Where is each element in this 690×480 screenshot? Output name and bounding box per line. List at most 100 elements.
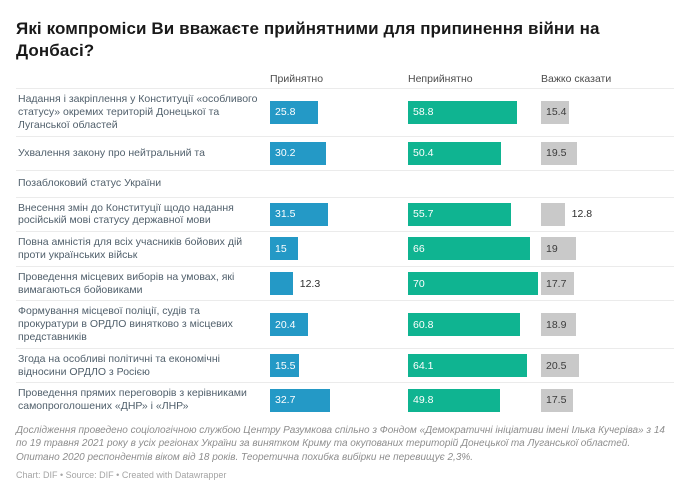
bar-cell-hard-to-say: 17.7: [541, 267, 674, 301]
chart-row: Проведення прямих переговорів з керівник…: [16, 382, 674, 417]
bar-hard-to-say: 15.4: [541, 100, 570, 124]
bar-hard-to-say: 17.7: [541, 272, 574, 296]
bar-hard-to-say: [541, 202, 565, 226]
bar-cell-unacceptable: 60.8: [408, 301, 541, 347]
chart-row: Позаблоковий статус України: [16, 169, 674, 197]
bar-cell-unacceptable: 58.8: [408, 89, 541, 135]
bar-cell-hard-to-say: 20.5: [541, 349, 674, 383]
bar-value: 15.4: [546, 106, 567, 119]
bar-value: 50.4: [413, 147, 434, 160]
bar-value: 55.7: [413, 208, 434, 221]
chart-row: Проведення місцевих виборів на умовах, я…: [16, 265, 674, 301]
column-header-unacceptable: Неприйнятно: [408, 73, 473, 86]
bar-hard-to-say: 20.5: [541, 354, 579, 378]
bar-unacceptable: 60.8: [408, 313, 521, 337]
bar-value: 49.8: [413, 394, 434, 407]
bar-value: 15.5: [275, 359, 296, 372]
bar-acceptable: 32.7: [270, 388, 331, 412]
bar-value: 19: [546, 242, 558, 255]
bar-cell-hard-to-say: 12.8: [541, 198, 674, 232]
bar-cell-hard-to-say: 17.5: [541, 383, 674, 417]
bar-cell-hard-to-say: 19: [541, 232, 674, 266]
bar-value: 17.7: [546, 277, 567, 290]
bar-value: 32.7: [275, 394, 296, 407]
bar-value: 20.4: [275, 318, 296, 331]
chart-title-line1: Які компроміси Ви вважаєте прийнятними д…: [16, 19, 600, 38]
bar-value: 70: [413, 277, 425, 290]
bar-cell-acceptable: 31.5: [270, 198, 408, 232]
bar-cell-unacceptable: 70: [408, 267, 541, 301]
bar-unacceptable: 58.8: [408, 100, 517, 124]
bar-cell-hard-to-say: 15.4: [541, 89, 674, 135]
bar-value: 15: [275, 242, 287, 255]
bar-acceptable: 31.5: [270, 202, 329, 226]
column-headers: Прийнятно Неприйнятно Важко сказати: [16, 67, 674, 85]
bar-cell-unacceptable: 64.1: [408, 349, 541, 383]
chart-row: Ухвалення закону про нейтральний та 30.2 5…: [16, 135, 674, 170]
bar-cell-unacceptable: 66: [408, 232, 541, 266]
bar-acceptable: 25.8: [270, 100, 318, 124]
column-header-hard-to-say: Важко сказати: [541, 73, 612, 86]
bar-acceptable: 15: [270, 237, 298, 261]
row-label: Згода на особливі політичні та економічн…: [18, 352, 220, 378]
bar-value: 25.8: [275, 106, 296, 119]
chart-rows: Надання і закріплення у Конституції «осо…: [16, 88, 674, 417]
bar-cell-acceptable: 12.3: [270, 267, 408, 301]
chart-row: Надання і закріплення у Конституції «осо…: [16, 88, 674, 135]
bar-hard-to-say: 19.5: [541, 141, 578, 165]
bar-unacceptable: 49.8: [408, 388, 501, 412]
row-label: Ухвалення закону про нейтральний та: [18, 146, 205, 159]
chart-row: Формування місцевої поліції, судів та пр…: [16, 300, 674, 347]
bar-value: 60.8: [413, 318, 434, 331]
bar-value: 12.3: [299, 277, 321, 290]
bar-cell-unacceptable: 55.7: [408, 198, 541, 232]
bar-hard-to-say: 19: [541, 237, 577, 261]
row-label: Повна амністія для всіх учасників бойови…: [18, 236, 243, 261]
bar-value: 17.5: [546, 394, 567, 407]
bar-unacceptable: 64.1: [408, 354, 527, 378]
chart-title-line2: Донбасі?: [16, 41, 95, 61]
bar-cell-unacceptable: 49.8: [408, 383, 541, 417]
chart-notes: Дослідження проведено соціологічною служ…: [16, 424, 665, 463]
row-label: Формування місцевої поліції, судів та пр…: [18, 305, 233, 343]
bar-value: 58.8: [413, 106, 434, 119]
bar-value: 31.5: [275, 208, 296, 221]
bar-unacceptable: 50.4: [408, 141, 502, 165]
bar-cell-hard-to-say: 18.9: [541, 301, 674, 347]
bar-cell-acceptable: 25.8: [270, 89, 408, 135]
bar-unacceptable: 55.7: [408, 202, 512, 226]
chart-credit: Chart: DIF • Source: DIF • Created with …: [16, 469, 227, 480]
bar-acceptable: 20.4: [270, 313, 308, 337]
bar-hard-to-say: 17.5: [541, 388, 574, 412]
bar-acceptable: [270, 272, 293, 296]
row-label: Внесення змін до Конституції щодо наданн…: [18, 201, 234, 227]
chart-row: Повна амністія для всіх учасників бойови…: [16, 231, 674, 266]
bar-unacceptable: 66: [408, 237, 531, 261]
bar-value: 64.1: [413, 359, 434, 372]
chart-row: Внесення змін до Конституції щодо наданн…: [16, 196, 674, 232]
row-label: Проведення місцевих виборів на умовах, я…: [18, 270, 235, 296]
column-header-acceptable: Прийнятно: [270, 73, 324, 86]
bar-cell-acceptable: 15.5: [270, 349, 408, 383]
bar-acceptable: 15.5: [270, 354, 299, 378]
bar-value: 20.5: [546, 359, 567, 372]
bar-cell-acceptable: 15: [270, 232, 408, 266]
row-label: Позаблоковий статус України: [18, 177, 162, 190]
bar-cell-acceptable: 32.7: [270, 383, 408, 417]
bar-value: 30.2: [275, 147, 296, 160]
bar-cell-acceptable: 20.4: [270, 301, 408, 347]
bar-value: 12.8: [571, 208, 593, 221]
bar-value: 18.9: [546, 318, 567, 331]
row-label: Надання і закріплення у Конституції «осо…: [18, 93, 258, 131]
chart-row: Згода на особливі політичні та економічн…: [16, 347, 674, 383]
bar-acceptable: 30.2: [270, 141, 326, 165]
bar-cell-acceptable: 30.2: [270, 137, 408, 170]
bar-cell-unacceptable: 50.4: [408, 137, 541, 170]
bar-cell-hard-to-say: 19.5: [541, 137, 674, 170]
bar-unacceptable: 70: [408, 272, 538, 296]
row-label: Проведення прямих переговорів з керівник…: [18, 387, 247, 413]
bar-hard-to-say: 18.9: [541, 313, 576, 337]
chart-title: Які компроміси Ви вважаєте прийнятними д…: [16, 18, 674, 62]
bar-value: 19.5: [546, 147, 567, 160]
